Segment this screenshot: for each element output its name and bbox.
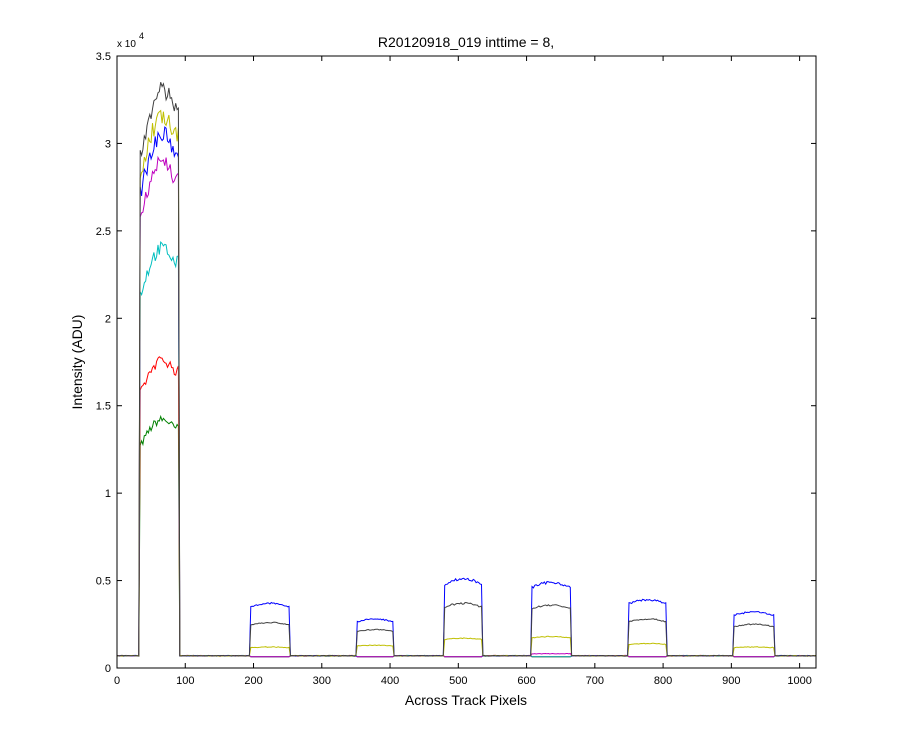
y-tick-label: 2.5 [96,226,111,238]
y-tick-label: 3.5 [96,51,111,63]
y-axis-label: Intensity (ADU) [69,315,85,410]
x-tick-label: 500 [449,675,467,687]
x-tick-label: 100 [176,675,194,687]
x-tick-label: 300 [313,675,331,687]
x-tick-label: 400 [381,675,399,687]
x-tick-label: 1000 [787,675,811,687]
series-layer [116,82,817,658]
chart-title: R20120918_019 inttime = 8, [378,34,554,50]
x-axis: 0 100 200 300 400 500 600 700 800 900 1000 [114,56,812,687]
x-tick-label: 200 [244,675,262,687]
y-tick-label: 1 [105,488,111,500]
x-tick-label: 800 [654,675,672,687]
y-tick-label: 3 [105,138,111,150]
y-exponent-power: 4 [139,31,144,41]
x-tick-label: 700 [586,675,604,687]
x-tick-label: 600 [517,675,535,687]
y-tick-label: 1.5 [96,401,111,413]
y-tick-label: 0 [105,663,111,675]
y-tick-label: 2 [105,313,111,325]
y-exponent-label: x 10 [117,39,136,50]
x-tick-label: 0 [114,675,120,687]
series-line [116,82,817,657]
y-axis: 0 0.5 1 1.5 2 2.5 3 3.5 [96,51,816,675]
y-tick-label: 0.5 [96,576,111,588]
x-axis-label: Across Track Pixels [405,692,527,708]
axes-box [116,55,817,669]
x-tick-label: 900 [722,675,740,687]
